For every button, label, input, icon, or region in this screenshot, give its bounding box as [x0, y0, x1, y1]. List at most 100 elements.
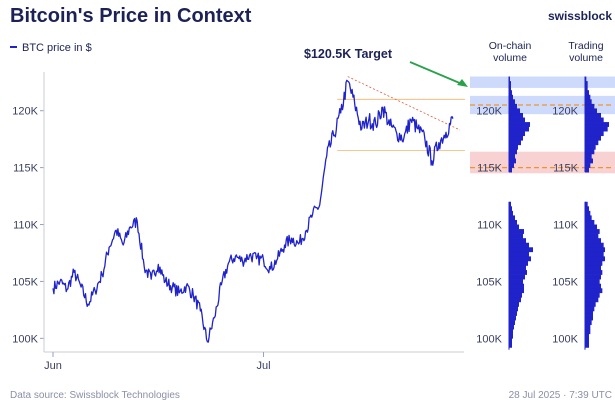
volume-bar: [509, 292, 522, 298]
volume-bar: [585, 247, 605, 253]
price-y-axis: 100K 105K 110K 115K 120K: [12, 72, 45, 352]
volume-bar: [585, 283, 601, 289]
volume-bar: [509, 297, 521, 303]
trading-header-line1: Trading: [568, 40, 603, 52]
volume-bar: [509, 260, 528, 266]
volume-bar: [509, 201, 511, 207]
volume-bar: [585, 85, 588, 91]
volume-bar: [585, 135, 601, 141]
volume-bar: [585, 265, 601, 271]
volume-bar: [509, 76, 510, 82]
volume-bar: [585, 153, 592, 159]
volume-bar: [509, 324, 514, 330]
profile-tick-label: 115K: [553, 163, 579, 175]
volume-bar: [585, 306, 595, 312]
volume-bar: [509, 215, 515, 221]
volume-bar: [585, 131, 604, 137]
volume-bar: [509, 306, 518, 312]
volume-bar: [585, 112, 601, 118]
resistance-trendline: [347, 76, 461, 131]
volume-bar: [509, 283, 524, 289]
volume-bar: [585, 81, 588, 86]
volume-bar: [509, 163, 514, 168]
y-tick-label: 110K: [13, 220, 39, 232]
volume-bar: [585, 297, 599, 303]
volume-bar: [509, 320, 515, 325]
target-arrow-head: [457, 79, 468, 87]
volume-bar: [509, 131, 525, 137]
volume-bar: [509, 149, 517, 155]
volume-bar: [509, 279, 523, 285]
price-x-axis: Jun Jul: [44, 351, 464, 372]
volume-bar: [585, 256, 605, 262]
profile-tick-label: 105K: [476, 276, 502, 288]
volume-bar: [585, 260, 603, 266]
volume-bar: [585, 167, 589, 173]
volume-bar: [585, 219, 595, 225]
volume-bar: [509, 210, 513, 216]
volume-bar: [585, 329, 591, 335]
volume-bar: [585, 206, 589, 212]
y-tick-label: 115K: [13, 163, 39, 175]
volume-bar: [585, 108, 597, 114]
volume-bar: [509, 206, 512, 212]
volume-bar: [585, 117, 604, 123]
volume-bar: [509, 342, 512, 348]
y-tick-label: 120K: [12, 106, 38, 118]
volume-bar: [585, 342, 589, 348]
volume-bar: [509, 329, 513, 335]
volume-bar: [585, 99, 592, 105]
volume-bar: [585, 233, 599, 239]
volume-bar: [585, 210, 591, 216]
volume-bar: [509, 242, 529, 248]
legend-label: BTC price in $: [22, 42, 92, 54]
volume-bar: [509, 265, 526, 271]
volume-bar: [509, 274, 525, 280]
volume-bar: [585, 315, 593, 321]
volume-bar: [509, 288, 524, 294]
onchain-volume-profile: 100K 105K 110K 115K 120K: [476, 76, 533, 350]
volume-bar: [509, 301, 519, 307]
volume-bar: [585, 333, 589, 339]
volume-bar: [585, 288, 603, 294]
volume-bar: [509, 99, 515, 105]
volume-bar: [585, 158, 593, 164]
volume-bar: [585, 94, 591, 100]
volume-bar: [585, 301, 596, 307]
volume-bar: [585, 126, 608, 132]
volume-bar: [509, 338, 512, 344]
profile-tick-label: 115K: [477, 163, 503, 175]
volume-bar: [585, 163, 591, 168]
volume-bar: [585, 338, 589, 344]
volume-bar: [509, 144, 518, 150]
volume-bar: [509, 315, 516, 321]
volume-bar: [585, 311, 593, 316]
volume-bar: [509, 256, 531, 262]
volume-bar: [585, 201, 588, 207]
y-tick-label: 105K: [12, 276, 38, 288]
y-tick-label: 100K: [12, 333, 38, 345]
volume-bar: [509, 122, 530, 127]
volume-bar: [585, 103, 595, 109]
volume-bar: [509, 90, 512, 96]
profile-tick-label: 120K: [476, 106, 502, 118]
guide-lines: [337, 76, 612, 169]
profile-tick-label: 100K: [552, 333, 578, 345]
price-series: [52, 79, 454, 343]
volume-bar: [585, 242, 604, 248]
brand-logo: swissblock: [548, 9, 612, 23]
volume-bar: [585, 149, 595, 155]
profile-tick-label: 110K: [477, 220, 503, 232]
volume-bar: [509, 85, 511, 91]
trading-volume-profile: 100K 105K 110K 115K 120K: [552, 76, 609, 350]
volume-bar: [585, 90, 589, 96]
volume-bar: [585, 270, 603, 275]
volume-bar: [585, 238, 601, 244]
volume-bar: [509, 158, 516, 164]
volume-bar: [509, 247, 533, 253]
profile-tick-label: 110K: [553, 220, 579, 232]
volume-bar: [585, 324, 591, 330]
volume-bar: [509, 112, 523, 118]
volume-bar: [585, 76, 587, 82]
